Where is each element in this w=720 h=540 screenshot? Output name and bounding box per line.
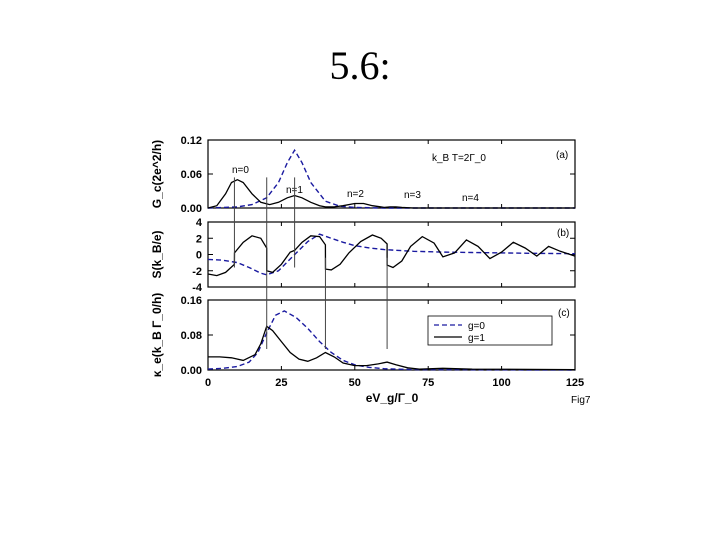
x-tick-label: 100 xyxy=(492,377,510,389)
peak-label: n=2 xyxy=(347,189,364,200)
y-tick-label: 0.12 xyxy=(181,135,202,147)
peak-label: n=3 xyxy=(404,190,421,201)
legend-entry: g=0 xyxy=(468,321,485,332)
panels-layer: 0.00 0.06 0.12 G_c(2e^2/h) (a) k_B T=2Γ_0 n=0 n… xyxy=(150,135,584,405)
panel-frame xyxy=(207,139,576,209)
x-tick-label: 125 xyxy=(566,377,584,389)
y-tick-label: 0.16 xyxy=(181,295,202,307)
y-axis-label: G_c(2e^2/h) xyxy=(150,140,164,208)
panel-tag: (b) xyxy=(557,228,569,239)
y-tick-label: 0.06 xyxy=(181,169,202,181)
figure-tag: Fig7 xyxy=(571,395,591,406)
peak-label: n=4 xyxy=(462,193,479,204)
x-tick-label: 25 xyxy=(275,377,287,389)
slide-title: 5.6: xyxy=(329,43,391,88)
x-axis-label: eV_g/Γ_0 xyxy=(366,391,419,405)
y-tick-label: -4 xyxy=(192,282,203,294)
panel-1: -4 -2 0 2 4 S(k_B/e) (b) xyxy=(150,217,576,294)
panel-frame xyxy=(207,221,576,288)
y-tick-label: 0.00 xyxy=(181,203,202,215)
y-tick-label: -2 xyxy=(192,266,202,278)
series-line-g=1 xyxy=(207,234,576,277)
panel-2: 0.00 0.08 0.16 0 25 50 75 100 125 κ_e(k_B Γ_0/h) (… xyxy=(150,293,584,405)
x-tick-label: 0 xyxy=(205,377,211,389)
legend-entry: g=1 xyxy=(468,333,485,344)
x-tick-label: 50 xyxy=(349,377,361,389)
x-tick-label: 75 xyxy=(422,377,434,389)
panel-tag: (a) xyxy=(556,150,568,161)
legend-box xyxy=(427,315,553,346)
panel-0: 0.00 0.06 0.12 G_c(2e^2/h) (a) k_B T=2Γ_0 n=0 n… xyxy=(150,135,576,215)
y-tick-label: 2 xyxy=(196,233,202,245)
series-line-g=1 xyxy=(207,178,575,209)
y-tick-label: 0.00 xyxy=(181,365,202,377)
panel-tag: (c) xyxy=(558,308,570,319)
y-tick-label: 0.08 xyxy=(181,330,202,342)
series-line-g=0 xyxy=(207,233,576,276)
temperature-annotation: k_B T=2Γ_0 xyxy=(432,153,486,164)
y-axis-label: κ_e(k_B Γ_0/h) xyxy=(150,293,164,378)
peak-label: n=0 xyxy=(232,165,249,176)
y-tick-label: 4 xyxy=(196,217,203,229)
series-line-g=0 xyxy=(207,148,575,209)
y-axis-label: S(k_B/e) xyxy=(150,230,164,278)
y-tick-label: 0 xyxy=(196,250,202,262)
series-line-g=1 xyxy=(208,325,576,371)
